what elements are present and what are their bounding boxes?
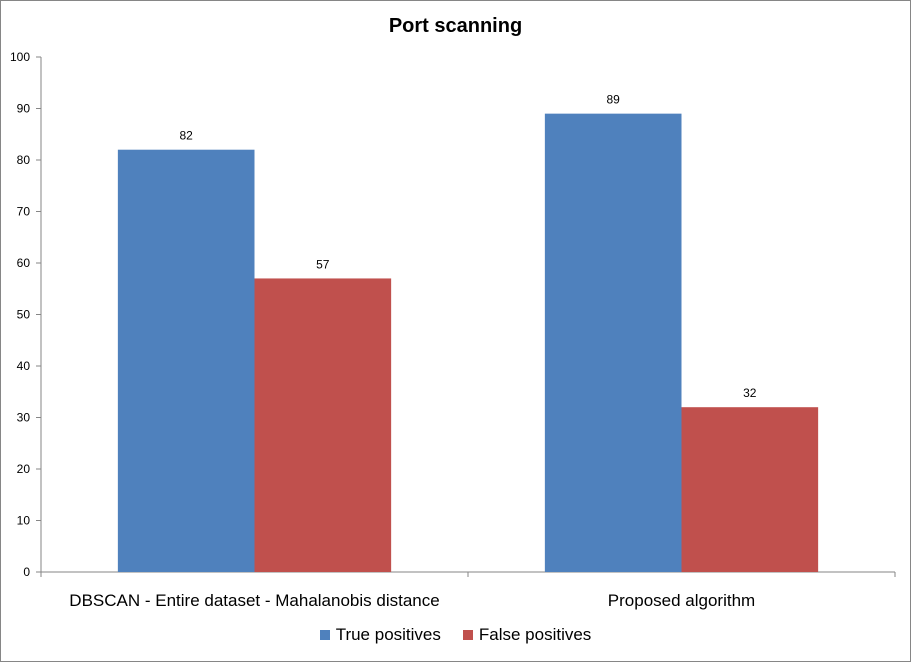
y-tick-label: 50 — [17, 308, 31, 322]
bar-series-1-cat-2 — [544, 113, 682, 573]
legend-swatch-series-1 — [319, 630, 330, 640]
legend-item-series-2: False positives — [462, 625, 592, 645]
data-label: 89 — [607, 93, 621, 107]
bar-series-2-cat-1 — [254, 278, 392, 572]
y-tick-label: 20 — [17, 462, 31, 476]
bar-series-2-cat-2 — [681, 407, 819, 572]
legend: True positives False positives — [1, 625, 910, 645]
x-tick-label: DBSCAN - Entire dataset - Mahalanobis di… — [69, 591, 439, 610]
legend-label-series-2: False positives — [478, 625, 592, 644]
bar-series-1-cat-1 — [117, 149, 255, 572]
chart-title: Port scanning — [388, 15, 523, 37]
legend-swatch-series-2 — [462, 630, 473, 640]
y-tick-label: 70 — [17, 205, 31, 219]
legend-label-series-1: True positives — [335, 625, 441, 644]
x-tick-label: Proposed algorithm — [608, 591, 755, 610]
y-tick-label: 90 — [17, 102, 31, 116]
data-label: 32 — [743, 386, 757, 400]
legend-item-series-1: True positives — [319, 625, 441, 645]
y-tick-label: 10 — [17, 514, 31, 528]
y-tick-label: 100 — [10, 50, 30, 64]
data-label: 82 — [180, 129, 194, 143]
y-tick-label: 40 — [17, 359, 31, 373]
y-tick-label: 60 — [17, 256, 31, 270]
y-tick-label: 0 — [23, 565, 30, 579]
y-tick-label: 30 — [17, 411, 31, 425]
data-label: 57 — [316, 257, 330, 271]
y-tick-label: 80 — [17, 153, 31, 167]
